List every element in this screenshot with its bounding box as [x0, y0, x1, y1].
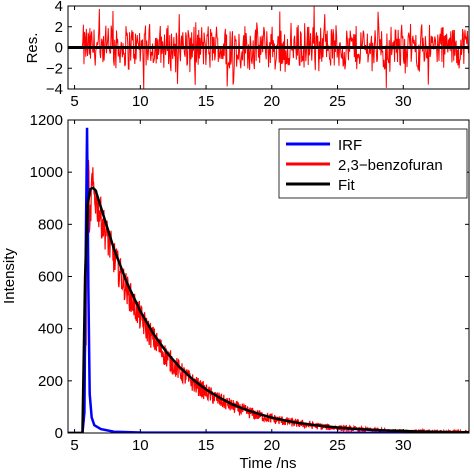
x-tick-label: 30 [395, 93, 412, 110]
y-tick-label: 2 [55, 19, 63, 36]
x-tick-label: 25 [329, 437, 346, 454]
x-tick-label: 20 [263, 93, 280, 110]
x-tick-label: 15 [198, 437, 215, 454]
y-tick-label: 0 [55, 425, 63, 442]
residuals-y-ticks: −4 −2 0 2 4 [46, 0, 469, 98]
y-tick-label: −2 [46, 60, 63, 77]
x-tick-label: 10 [132, 93, 149, 110]
fit-line [68, 186, 469, 433]
decay-x-axis-label: Time /ns [240, 455, 297, 472]
decay-y-ticks: 0 200 400 600 800 1000 1200 [30, 112, 469, 442]
irf-line [68, 127, 469, 433]
decay-panel: 5 10 15 20 25 30 0 200 400 600 800 1000 1200 Time /… [1, 112, 470, 472]
x-tick-label: 20 [263, 437, 280, 454]
y-tick-label: 4 [55, 0, 63, 15]
legend-label-irf: IRF [338, 137, 362, 154]
legend-label-fit: Fit [338, 177, 355, 194]
residuals-y-axis-label: Res. [24, 33, 41, 64]
decay-y-axis-label: Intensity [1, 248, 18, 304]
x-tick-label: 10 [132, 437, 149, 454]
legend-label-benzofuran: 2,3−benzofuran [338, 157, 443, 174]
residuals-x-ticks: 5 10 15 20 25 30 [70, 6, 412, 110]
y-tick-label: −4 [46, 81, 63, 98]
y-tick-label: 1000 [30, 164, 63, 181]
x-tick-label: 30 [395, 437, 412, 454]
residual-noise-line [68, 6, 469, 89]
y-tick-label: 1200 [30, 112, 63, 129]
decay-x-ticks: 5 10 15 20 25 30 [70, 120, 412, 454]
residuals-panel: 5 10 15 20 25 30 −4 −2 0 2 4 Res. [24, 0, 470, 110]
y-tick-label: 600 [38, 269, 63, 286]
y-tick-label: 0 [55, 40, 63, 57]
x-tick-label: 5 [70, 93, 78, 110]
x-tick-label: 15 [198, 93, 215, 110]
x-tick-label: 5 [70, 437, 78, 454]
legend: IRF 2,3−benzofuran Fit [278, 128, 468, 199]
y-tick-label: 200 [38, 373, 63, 390]
y-tick-label: 800 [38, 216, 63, 233]
y-tick-label: 400 [38, 321, 63, 338]
x-tick-label: 25 [329, 93, 346, 110]
